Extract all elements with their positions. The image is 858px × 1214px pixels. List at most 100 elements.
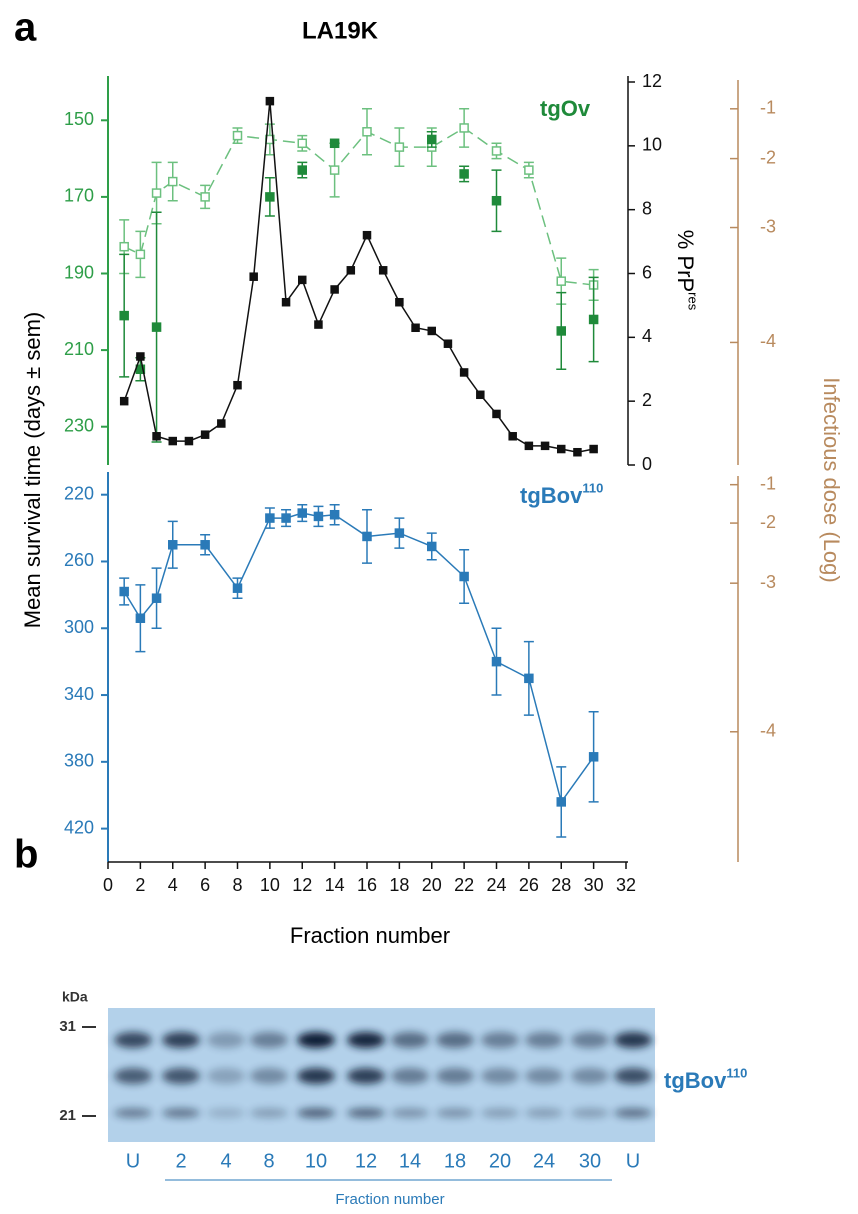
y2-axis-label-sup: res bbox=[685, 292, 700, 311]
panel-label: a bbox=[14, 6, 37, 50]
lane-label: 18 bbox=[444, 1150, 466, 1172]
data-point bbox=[524, 165, 534, 175]
y3-tick-label: -1 bbox=[760, 473, 776, 493]
data-point bbox=[232, 583, 243, 593]
data-point bbox=[540, 441, 550, 451]
data-point bbox=[135, 249, 146, 260]
x-tick-label: 20 bbox=[422, 875, 442, 895]
panel-label: b bbox=[14, 833, 38, 877]
data-point bbox=[573, 447, 582, 457]
blot-band bbox=[481, 1032, 519, 1048]
data-point bbox=[297, 138, 307, 149]
y3-tick-label: -1 bbox=[760, 98, 776, 118]
data-point bbox=[589, 444, 598, 454]
lane-label: 14 bbox=[399, 1150, 421, 1172]
data-point bbox=[265, 96, 275, 106]
y3-tick-label: -2 bbox=[760, 147, 776, 167]
data-point bbox=[168, 540, 178, 550]
data-point bbox=[329, 165, 340, 175]
blot-band bbox=[614, 1108, 652, 1118]
blot-band bbox=[481, 1108, 519, 1118]
blot-band bbox=[391, 1032, 429, 1048]
data-point bbox=[508, 432, 517, 441]
lane-label: 4 bbox=[220, 1150, 231, 1172]
blot-band bbox=[114, 1108, 152, 1118]
data-point bbox=[329, 509, 340, 520]
data-point bbox=[362, 127, 372, 137]
y-tick-label: 220 bbox=[64, 483, 94, 503]
data-point bbox=[588, 752, 599, 762]
data-point bbox=[459, 571, 469, 582]
data-point bbox=[556, 797, 566, 807]
blot-band bbox=[250, 1108, 288, 1118]
y-tick-label: 210 bbox=[64, 339, 94, 359]
x-tick-label: 4 bbox=[168, 875, 178, 895]
data-point bbox=[330, 285, 339, 294]
blot-band bbox=[162, 1032, 200, 1048]
blot-band bbox=[347, 1108, 385, 1118]
kda-marker: 21 bbox=[59, 1107, 76, 1124]
blot-band bbox=[347, 1068, 385, 1084]
data-point bbox=[152, 432, 161, 441]
data-point bbox=[200, 540, 210, 550]
data-point bbox=[135, 613, 146, 623]
data-point bbox=[314, 320, 323, 329]
annotation: tgBov110 bbox=[520, 481, 603, 508]
data-point bbox=[265, 513, 275, 523]
lane-label: 30 bbox=[579, 1150, 601, 1172]
data-point bbox=[297, 508, 307, 518]
x-tick-label: 0 bbox=[103, 875, 113, 895]
x-tick-label: 30 bbox=[584, 875, 604, 895]
blot-band bbox=[525, 1032, 563, 1048]
blot-band bbox=[481, 1068, 519, 1084]
x-tick-label: 8 bbox=[232, 875, 242, 895]
y-tick-label: 300 bbox=[64, 617, 94, 637]
x-tick-label: 6 bbox=[200, 875, 210, 895]
y2-tick-label: 10 bbox=[642, 135, 662, 155]
x-tick-label: 24 bbox=[486, 875, 506, 895]
y-axis-label: Mean survival time (days ± sem) bbox=[20, 312, 45, 629]
blot-label: tgBov110 bbox=[664, 1066, 747, 1093]
data-point bbox=[281, 297, 291, 307]
data-point bbox=[168, 176, 178, 187]
y2-tick-label: 4 bbox=[642, 326, 652, 346]
x-tick-label: 12 bbox=[292, 875, 312, 895]
annotation: tgOv bbox=[540, 96, 591, 121]
series-line bbox=[123, 127, 594, 286]
y-tick-label: 170 bbox=[64, 186, 94, 206]
data-point bbox=[459, 368, 469, 377]
blot-band bbox=[297, 1032, 335, 1048]
y-tick-label: 340 bbox=[64, 684, 94, 704]
blot-band bbox=[250, 1032, 288, 1048]
blot-band bbox=[114, 1068, 152, 1084]
blot-band bbox=[207, 1068, 245, 1084]
data-point bbox=[491, 195, 502, 206]
data-point bbox=[217, 419, 226, 428]
y2-tick-label: 0 bbox=[642, 454, 652, 474]
lane-label: 2 bbox=[175, 1150, 186, 1172]
blot-band bbox=[436, 1108, 474, 1118]
blot-band bbox=[250, 1068, 288, 1084]
blot-band bbox=[436, 1032, 474, 1048]
y2-tick-label: 2 bbox=[642, 390, 652, 410]
y3-tick-label: -4 bbox=[760, 721, 776, 741]
data-point bbox=[557, 444, 566, 454]
data-point bbox=[459, 123, 469, 133]
blot-band bbox=[614, 1068, 652, 1084]
kda-marker: 31 bbox=[59, 1018, 76, 1035]
blot-band bbox=[207, 1032, 245, 1048]
annotation-sup: 110 bbox=[582, 481, 603, 496]
data-point bbox=[394, 528, 405, 538]
annotation-main: tgBov bbox=[520, 483, 583, 508]
y-tick-label: 380 bbox=[64, 751, 94, 771]
data-point bbox=[556, 326, 566, 336]
data-point bbox=[588, 314, 599, 325]
blot-band bbox=[347, 1032, 385, 1048]
data-point bbox=[151, 322, 162, 332]
y-tick-label: 230 bbox=[64, 415, 94, 435]
blot-band bbox=[162, 1108, 200, 1118]
lane-label: 8 bbox=[263, 1150, 274, 1172]
y2-tick-label: 6 bbox=[642, 262, 652, 282]
